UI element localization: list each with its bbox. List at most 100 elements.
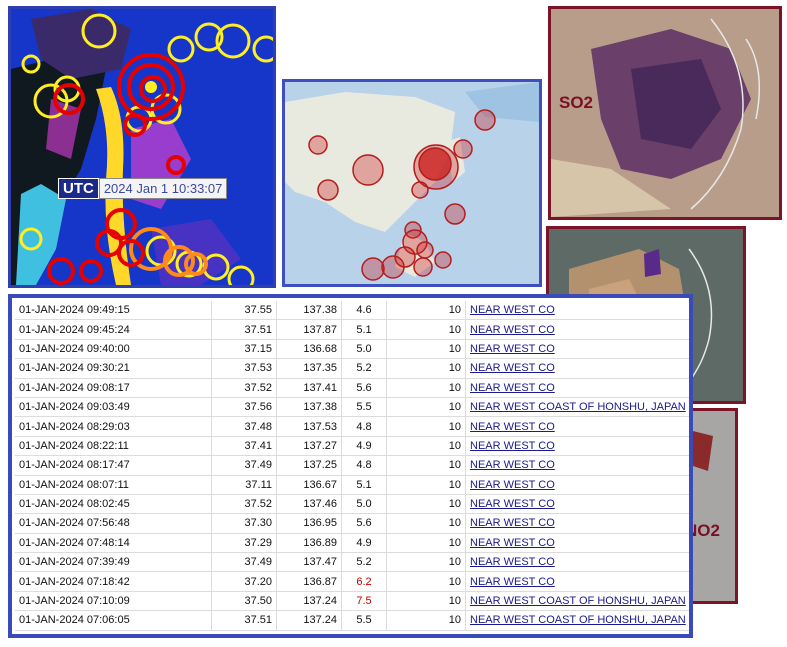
event-latitude: 37.53 [211, 358, 277, 379]
continent-landmass [285, 92, 455, 232]
event-depth: 10 [386, 416, 466, 437]
event-depth: 10 [386, 378, 466, 398]
event-longitude: 137.46 [276, 494, 342, 515]
event-longitude: 136.68 [276, 339, 342, 360]
table-row: 01-JAN-2024 09:08:17 37.52 137.41 5.6 10 NEAR… [15, 378, 689, 398]
event-region-link[interactable]: NEAR WEST CO [470, 517, 555, 530]
event-region-link[interactable]: NEAR WEST CO [470, 575, 555, 588]
table-row: 01-JAN-2024 08:07:11 37.11 136.67 5.1 10 NEAR… [15, 475, 689, 495]
event-magnitude: 4.6 [341, 301, 387, 321]
so2-map-graphic [551, 9, 779, 217]
seismic-map-graphic [11, 9, 273, 285]
quake-bubbles [308, 109, 496, 281]
no2-hotspot [693, 431, 713, 471]
event-depth: 10 [386, 436, 466, 457]
table-row: 01-JAN-2024 09:03:49 37.56 137.38 5.5 10 NEAR… [15, 397, 689, 418]
event-longitude: 137.38 [276, 301, 342, 321]
event-depth: 10 [386, 339, 466, 360]
event-depth: 10 [386, 319, 466, 340]
event-region-link[interactable]: NEAR WEST CO [470, 439, 555, 452]
coastline [745, 38, 761, 120]
event-region-cell: NEAR WEST CO [465, 552, 689, 573]
event-latitude: 37.20 [211, 571, 277, 592]
event-depth: 10 [386, 475, 466, 495]
event-region-link[interactable]: NEAR WEST CO [470, 381, 555, 394]
event-latitude: 37.52 [211, 494, 277, 515]
event-datetime: 01-JAN-2024 07:06:05 [15, 610, 212, 631]
event-region-link[interactable]: NEAR WEST COAST OF HONSHU, JAPAN [470, 401, 686, 414]
event-region-link[interactable]: NEAR WEST CO [470, 420, 555, 433]
event-datetime: 01-JAN-2024 09:49:15 [15, 301, 212, 321]
event-latitude: 37.55 [211, 301, 277, 321]
event-region-cell: NEAR WEST CO [465, 571, 689, 592]
coastline [690, 18, 744, 210]
event-magnitude: 5.6 [341, 378, 387, 398]
event-region-link[interactable]: NEAR WEST CO [470, 498, 555, 511]
event-region-link[interactable]: NEAR WEST CO [470, 556, 555, 569]
earthquake-table-body: 01-JAN-2024 09:49:15 37.55 137.38 4.6 10 NEAR… [15, 301, 689, 631]
event-longitude: 137.53 [276, 416, 342, 437]
so2-concentration-map: SO2 [548, 6, 782, 220]
event-region-cell: NEAR WEST COAST OF HONSHU, JAPAN [465, 610, 689, 631]
event-depth: 10 [386, 358, 466, 379]
event-magnitude: 5.2 [341, 358, 387, 379]
event-depth: 10 [386, 610, 466, 631]
event-magnitude: 4.9 [341, 533, 387, 554]
table-row: 01-JAN-2024 09:45:24 37.51 137.87 5.1 10 NEAR… [15, 319, 689, 340]
table-row: 01-JAN-2024 07:48:14 37.29 136.89 4.9 10 NEAR… [15, 533, 689, 554]
event-latitude: 37.52 [211, 378, 277, 398]
earthquake-bubble-map [282, 79, 542, 287]
event-longitude: 136.87 [276, 571, 342, 592]
event-region-link[interactable]: NEAR WEST CO [470, 342, 555, 355]
so2-plume-core [631, 59, 721, 149]
event-region-cell: NEAR WEST CO [465, 494, 689, 515]
event-magnitude: 5.1 [341, 475, 387, 495]
quake-rings-red [47, 53, 186, 285]
event-magnitude: 5.1 [341, 319, 387, 340]
quake-rings-orange [129, 227, 208, 277]
table-row: 01-JAN-2024 08:17:47 37.49 137.25 4.8 10 NEAR… [15, 455, 689, 476]
event-depth: 10 [386, 513, 466, 534]
event-latitude: 37.51 [211, 610, 277, 631]
table-row: 01-JAN-2024 08:22:11 37.41 137.27 4.9 10 NEAR… [15, 436, 689, 457]
event-datetime: 01-JAN-2024 08:17:47 [15, 455, 212, 476]
table-row: 01-JAN-2024 07:06:05 37.51 137.24 5.5 10 NEAR… [15, 610, 689, 631]
event-longitude: 136.67 [276, 475, 342, 495]
table-row: 01-JAN-2024 07:10:09 37.50 137.24 7.5 10 NEAR… [15, 591, 689, 612]
event-depth: 10 [386, 571, 466, 592]
event-longitude: 136.89 [276, 533, 342, 554]
event-region-cell: NEAR WEST CO [465, 513, 689, 534]
event-longitude: 136.95 [276, 513, 342, 534]
event-region-link[interactable]: NEAR WEST CO [470, 536, 555, 549]
bubble-map-graphic [285, 82, 539, 284]
ocean-shading [465, 82, 539, 122]
event-region-cell: NEAR WEST CO [465, 436, 689, 457]
event-longitude: 137.24 [276, 610, 342, 631]
event-magnitude: 5.5 [341, 397, 387, 418]
epicenter-marker [145, 81, 157, 93]
event-region-cell: NEAR WEST CO [465, 358, 689, 379]
table-row: 01-JAN-2024 07:39:49 37.49 137.47 5.2 10 NEAR… [15, 552, 689, 573]
event-region-link[interactable]: NEAR WEST CO [470, 362, 555, 375]
event-latitude: 37.30 [211, 513, 277, 534]
event-magnitude: 4.8 [341, 416, 387, 437]
co-hotspot [644, 249, 661, 277]
event-region-cell: NEAR WEST CO [465, 301, 689, 321]
table-row: 01-JAN-2024 08:29:03 37.48 137.53 4.8 10 NEAR… [15, 416, 689, 437]
event-datetime: 01-JAN-2024 07:18:42 [15, 571, 212, 592]
table-row: 01-JAN-2024 08:02:45 37.52 137.46 5.0 10 NEAR… [15, 494, 689, 515]
event-region-link[interactable]: NEAR WEST CO [470, 459, 555, 472]
event-region-link[interactable]: NEAR WEST CO [470, 478, 555, 491]
event-region-link[interactable]: NEAR WEST CO [470, 323, 555, 336]
event-region-link[interactable]: NEAR WEST CO [470, 304, 555, 317]
event-datetime: 01-JAN-2024 08:02:45 [15, 494, 212, 515]
event-latitude: 37.29 [211, 533, 277, 554]
event-magnitude: 7.5 [341, 591, 387, 612]
event-region-link[interactable]: NEAR WEST COAST OF HONSHU, JAPAN [470, 595, 686, 608]
utc-label: UTC [58, 177, 99, 199]
event-latitude: 37.41 [211, 436, 277, 457]
event-region-link[interactable]: NEAR WEST COAST OF HONSHU, JAPAN [470, 614, 686, 627]
land-mass-north [31, 9, 131, 79]
event-latitude: 37.50 [211, 591, 277, 612]
table-row: 01-JAN-2024 07:18:42 37.20 136.87 6.2 10 NEAR… [15, 571, 689, 592]
